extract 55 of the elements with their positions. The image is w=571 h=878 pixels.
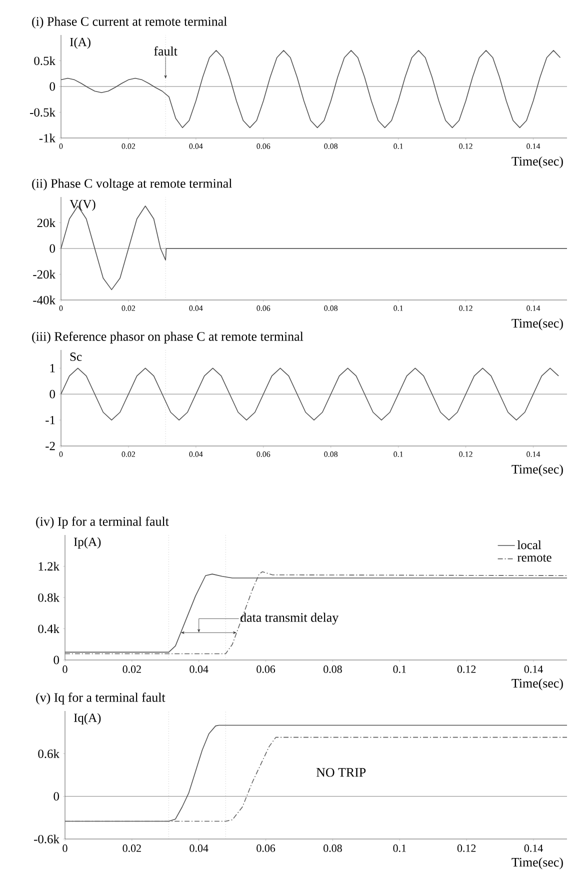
x-tick-label: 0.12 [457,666,476,673]
x-tick-label: 0.02 [122,844,141,852]
x-axis-title: Time(sec) [512,678,563,690]
x-tick-label: 0.04 [190,666,208,673]
y-tick-label: -2 [46,442,55,450]
y-axis-title: Sc [70,352,82,361]
y-axis-title: I(A) [70,37,90,49]
y-tick-label: 0.5k [34,56,56,66]
chart-title: (iv) Ip for a terminal fault [36,516,169,528]
x-axis-title: Time(sec) [512,156,563,168]
chart-title: (iii) Reference phasor on phase C at remote terminal [32,332,304,344]
y-tick-label: 1 [50,364,55,372]
annotation: fault [154,46,178,56]
y-tick-label: 0.6k [38,749,60,758]
y-tick-label: 20k [37,218,56,228]
y-tick-label: 0.4k [38,624,60,634]
annotation: NO TRIP [316,768,366,777]
y-tick-label: -1k [39,134,56,142]
chart-title: (ii) Phase C voltage at remote terminal [32,178,232,190]
y-tick-label: -40k [33,296,56,304]
y-tick-label: 0 [54,656,60,664]
x-tick-label: 0.1 [393,666,406,673]
x-tick-label: 0.08 [324,666,342,673]
x-tick-label: 0.06 [256,666,276,673]
y-tick-label: -1 [46,416,55,424]
x-tick-label: 0.08 [324,844,342,852]
y-tick-label: 0.8k [38,593,60,602]
y-tick-label: -0.5k [30,108,56,117]
x-tick-label: 0.1 [393,844,406,852]
y-axis-title: Iq(A) [74,713,101,725]
x-tick-label: 0.04 [190,844,208,852]
y-axis-title: Ip(A) [74,537,101,549]
legend-label: remote [517,554,552,562]
x-tick-label: 0.14 [524,844,543,852]
x-tick-label: 0.06 [256,844,276,852]
x-tick-label: 0.02 [122,666,141,673]
x-tick-label: 0.14 [524,666,543,673]
legend-label: local [517,540,542,550]
y-axis-title: V(V) [70,199,96,211]
y-tick-label: 0 [50,244,56,253]
chart-title: (i) Phase C current at remote terminal [32,16,227,28]
y-tick-label: 0 [50,82,56,91]
x-tick-label: 0.12 [457,844,476,852]
y-tick-label: 0 [50,390,56,398]
annotation: data transmit delay [240,612,339,625]
y-tick-label: 0 [54,792,60,801]
y-tick-label: -20k [33,270,56,279]
x-axis-title: Time(sec) [512,318,563,330]
y-tick-label: -0.6k [34,834,60,844]
x-axis-title: Time(sec) [512,464,563,476]
chart-title: (v) Iq for a terminal fault [36,692,166,704]
y-tick-label: 1.2k [38,562,60,571]
x-tick-label: 0 [62,844,68,852]
x-axis-title: Time(sec) [512,858,563,870]
x-tick-label: 0 [62,666,68,673]
